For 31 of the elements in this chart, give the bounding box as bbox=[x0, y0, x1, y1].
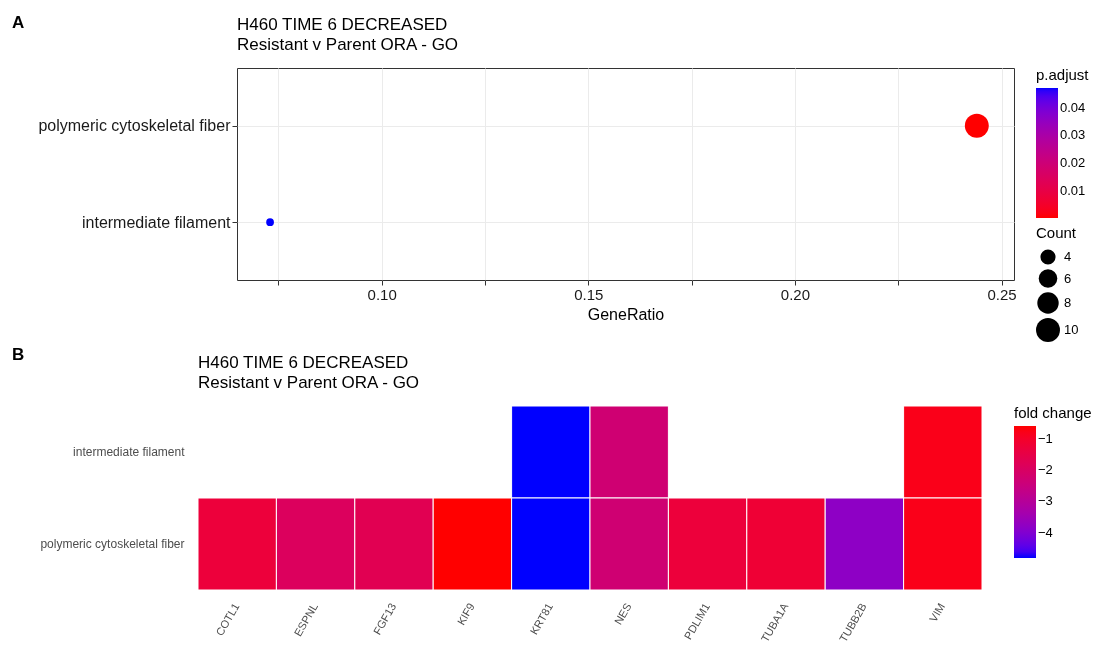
color-bar-label: 0.01 bbox=[1060, 183, 1086, 199]
color-bar-title: fold change bbox=[1014, 404, 1092, 421]
color-bar-label: −4 bbox=[1038, 524, 1053, 540]
x-tick-label: 0.25 bbox=[987, 285, 1017, 303]
y-tick-label: polymeric cytoskeletal fiber bbox=[38, 117, 232, 135]
x-axis-title: GeneRatio bbox=[587, 305, 665, 323]
y-tick-label: polymeric cytoskeletal fiber bbox=[40, 537, 185, 551]
color-bar-label: 0.04 bbox=[1060, 99, 1086, 115]
color-bar-label: 0.02 bbox=[1060, 155, 1086, 171]
y-tick-label: intermediate filament bbox=[81, 213, 232, 231]
color-bar-label: −2 bbox=[1038, 462, 1053, 477]
color-bar-label: 0.03 bbox=[1060, 127, 1086, 143]
x-tick-label: 0.10 bbox=[367, 285, 397, 303]
legend-label: 8 bbox=[1064, 295, 1072, 310]
x-tick-label: 0.15 bbox=[574, 285, 604, 303]
color-bar-label: −3 bbox=[1038, 493, 1053, 509]
chart-subtitle: Resistant v Parent ORA - GO bbox=[237, 35, 459, 54]
legend-label: 6 bbox=[1064, 270, 1072, 286]
chart-title: H460 TIME 6 DECREASED bbox=[198, 352, 409, 372]
x-tick-label: VIM bbox=[926, 601, 948, 624]
legend-label: 10 bbox=[1064, 322, 1079, 337]
color-bar-title: p.adjust bbox=[1036, 66, 1090, 83]
text: A bbox=[12, 13, 25, 33]
legend-title: Count bbox=[1036, 224, 1077, 241]
x-tick-label: 0.20 bbox=[780, 285, 811, 303]
color-bar-label: −1 bbox=[1038, 430, 1053, 446]
y-tick-label: intermediate filament bbox=[73, 445, 186, 459]
legend-label: 4 bbox=[1064, 249, 1072, 264]
text: B bbox=[12, 345, 25, 365]
chart-title: H460 TIME 6 DECREASED bbox=[237, 15, 448, 34]
chart-subtitle: Resistant v Parent ORA - GO bbox=[198, 372, 420, 392]
